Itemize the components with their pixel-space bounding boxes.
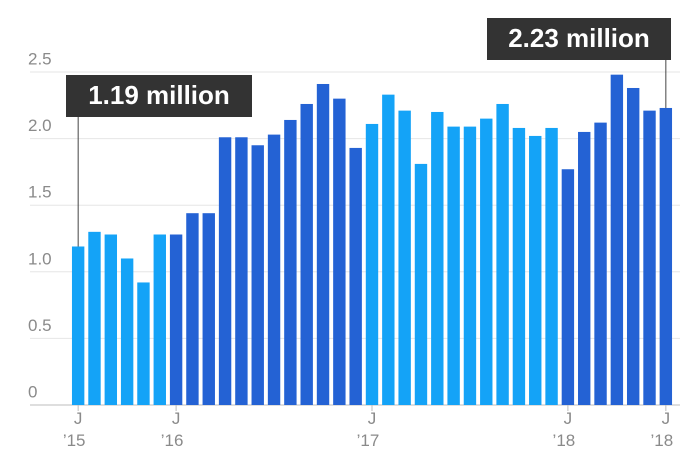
bar <box>480 118 493 406</box>
bar <box>284 119 297 406</box>
bar <box>545 127 558 405</box>
bar <box>333 98 346 405</box>
x-tick-label: J ’18 <box>553 409 576 450</box>
bar <box>202 213 215 405</box>
bar <box>186 213 199 405</box>
bar <box>496 103 509 405</box>
annotation-box <box>66 75 252 117</box>
bar <box>267 134 281 405</box>
bar <box>594 122 607 405</box>
bar <box>71 246 85 405</box>
bar <box>235 137 248 405</box>
bar <box>349 147 362 405</box>
x-tick-label: J ’18 <box>650 409 673 450</box>
bar <box>512 127 526 405</box>
y-tick-label: 1.0 <box>28 249 52 268</box>
bar <box>316 83 330 405</box>
bar <box>643 110 656 406</box>
y-tick-label: 1.5 <box>28 183 52 202</box>
bar <box>578 131 591 405</box>
bar <box>88 231 101 405</box>
y-tick-label: 0 <box>28 382 37 401</box>
bar <box>529 135 542 405</box>
x-tick-label: J ’15 <box>63 409 86 450</box>
bar <box>300 103 313 405</box>
bar <box>137 282 150 405</box>
bar <box>414 163 428 405</box>
bar <box>153 234 166 405</box>
bar <box>626 87 640 405</box>
annotation: 1.19 million <box>88 80 230 110</box>
x-tick-label: J ’17 <box>357 409 380 450</box>
bar <box>218 137 232 405</box>
y-tick-label: 2.5 <box>28 49 52 68</box>
x-tick-label: J ’16 <box>161 409 184 450</box>
bar <box>463 126 477 405</box>
bar <box>659 107 673 406</box>
bar <box>398 110 411 406</box>
bar <box>251 145 264 405</box>
bar <box>610 74 624 405</box>
bar <box>120 258 134 405</box>
bar <box>104 234 118 405</box>
annotation: 2.23 million <box>508 23 650 53</box>
bar <box>365 123 379 405</box>
y-tick-label: 0.5 <box>28 316 52 335</box>
y-tick-label: 2.0 <box>28 116 52 135</box>
bar <box>382 94 395 406</box>
bar <box>561 169 575 405</box>
bar <box>431 111 444 406</box>
bar <box>447 126 460 405</box>
annotation-box <box>487 18 671 60</box>
bar <box>169 234 183 405</box>
